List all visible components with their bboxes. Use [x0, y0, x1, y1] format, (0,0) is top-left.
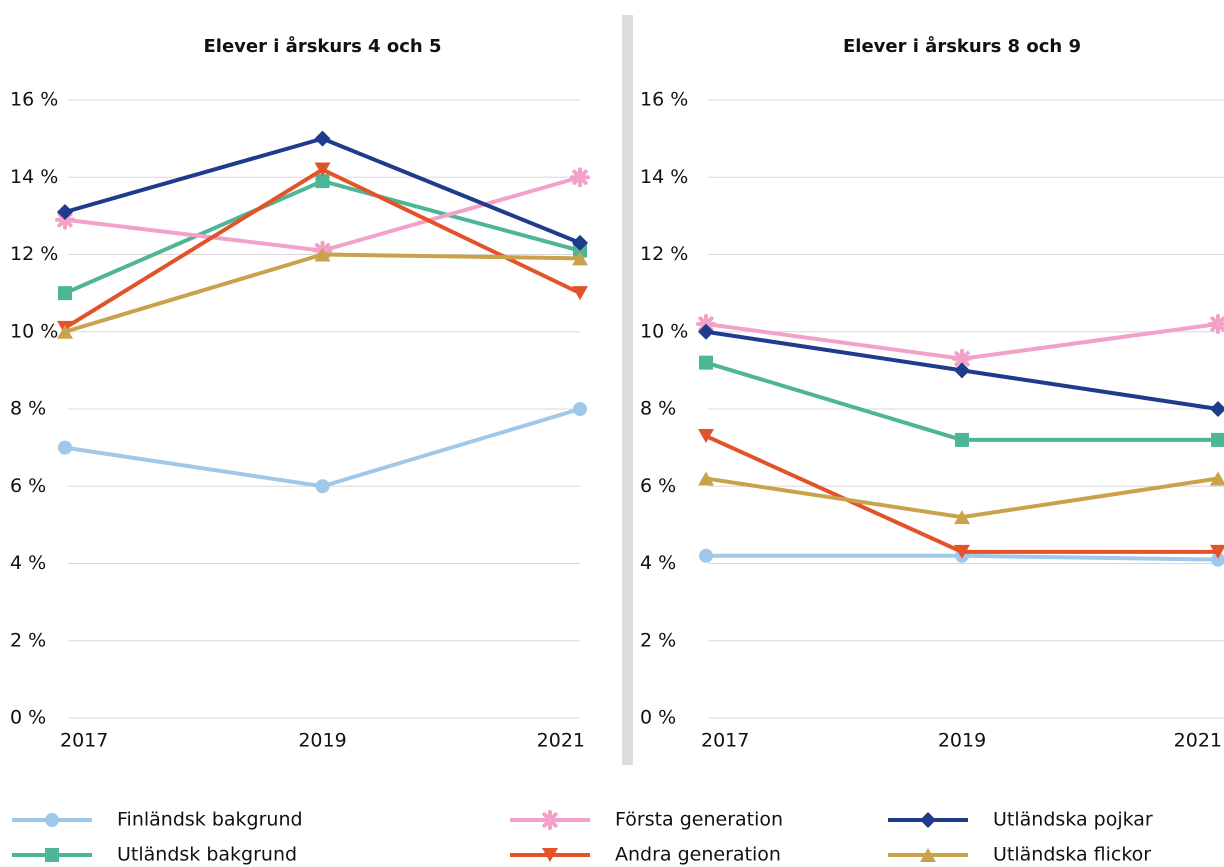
y-tick-label: 0 % [640, 707, 676, 729]
marker [315, 479, 330, 494]
marker [58, 286, 72, 301]
marker [954, 544, 970, 559]
y-tick-label: 4 % [640, 552, 676, 574]
x-tick-label: 2021 [1174, 730, 1222, 752]
legend-marker [542, 848, 558, 862]
marker [698, 471, 714, 486]
x-tick-label: 2017 [60, 730, 108, 752]
marker [1210, 471, 1224, 486]
marker [314, 130, 331, 147]
y-tick-label: 2 % [10, 629, 46, 651]
marker [954, 510, 970, 525]
legend-label: Utländska pojkar [993, 809, 1153, 831]
x-tick-label: 2019 [938, 730, 986, 752]
y-tick-label: 10 % [10, 320, 58, 342]
legend-marker [920, 812, 936, 828]
marker [1208, 314, 1224, 335]
marker [955, 432, 969, 447]
y-tick-label: 12 % [10, 243, 58, 265]
marker [954, 362, 970, 379]
marker [570, 167, 590, 188]
y-tick-label: 8 % [640, 398, 676, 420]
marker [699, 355, 713, 370]
legend-label: Finländsk bakgrund [117, 809, 303, 831]
chart-title: Elever i årskurs 4 och 5 [203, 35, 441, 57]
marker [314, 162, 331, 177]
legend-marker [45, 848, 59, 862]
marker [573, 402, 587, 416]
legend-marker [45, 813, 59, 827]
marker [57, 324, 73, 339]
y-tick-label: 0 % [10, 707, 46, 729]
x-tick-label: 2021 [537, 730, 585, 752]
marker [572, 234, 588, 251]
x-tick-label: 2019 [298, 730, 346, 752]
y-tick-label: 12 % [640, 243, 688, 265]
marker [699, 548, 713, 563]
y-tick-label: 14 % [10, 166, 58, 188]
marker [952, 348, 972, 369]
x-tick-label: 2017 [701, 730, 749, 752]
marker [572, 286, 588, 301]
legend-label: Utländska flickor [993, 844, 1151, 866]
y-tick-label: 14 % [640, 166, 688, 188]
y-tick-label: 16 % [640, 89, 688, 111]
legend-label: Andra generation [615, 844, 781, 866]
y-tick-label: 6 % [10, 475, 46, 497]
y-tick-label: 10 % [640, 320, 688, 342]
marker [58, 440, 72, 455]
y-tick-label: 8 % [10, 398, 46, 420]
marker [1211, 552, 1224, 567]
legend-marker [920, 848, 936, 862]
chart-title: Elever i årskurs 8 och 9 [843, 35, 1081, 57]
marker [314, 247, 331, 262]
marker [1210, 401, 1224, 417]
legend-marker [540, 810, 560, 830]
legend-label: Första generation [615, 809, 783, 831]
series-line [705, 434, 1218, 554]
marker [315, 174, 330, 189]
series-line [64, 252, 581, 334]
series-line [64, 407, 581, 489]
divider [622, 15, 633, 765]
marker [698, 429, 714, 444]
y-tick-label: 16 % [10, 89, 58, 111]
marker [698, 323, 714, 340]
marker [1211, 432, 1224, 447]
y-tick-label: 6 % [640, 475, 676, 497]
y-tick-label: 2 % [640, 629, 676, 651]
marker [57, 204, 73, 221]
legend-label: Utländsk bakgrund [117, 844, 297, 866]
y-tick-label: 4 % [10, 552, 46, 574]
marker [1210, 544, 1224, 559]
marker [572, 251, 588, 266]
